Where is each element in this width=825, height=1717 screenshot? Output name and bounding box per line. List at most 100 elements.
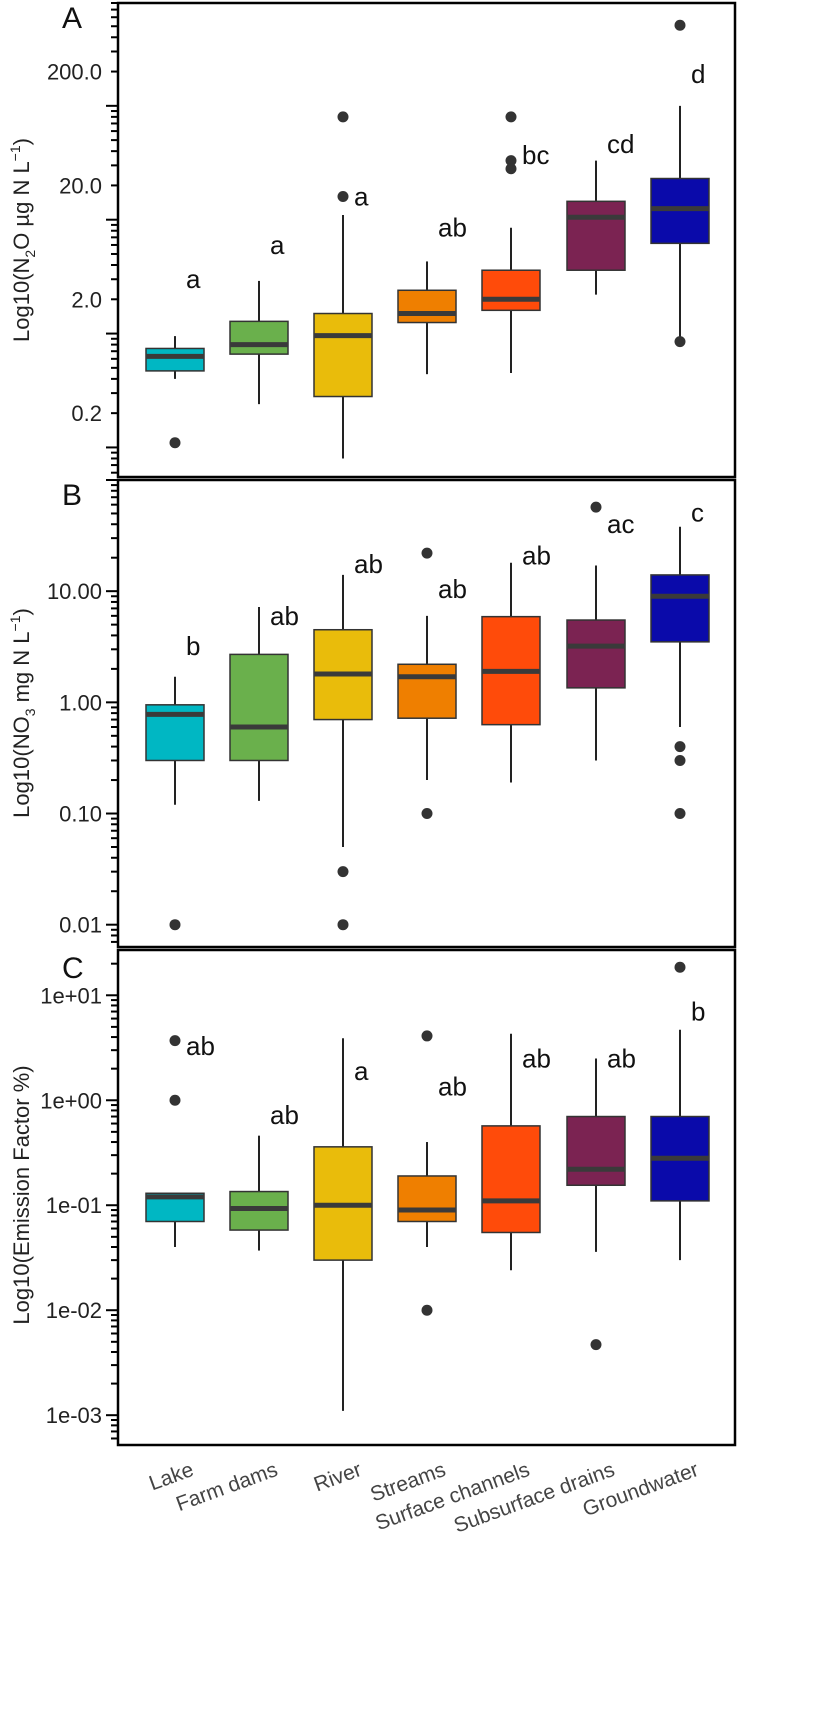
panel-a-ylabel-end: ) bbox=[9, 138, 34, 145]
panel-a-ylabel-mid: O µg N L bbox=[9, 161, 34, 249]
panel-c-tick-label: 1e-03 bbox=[46, 1403, 102, 1428]
panel-c-outlier bbox=[421, 1030, 433, 1042]
panel-b-ylabel-sup: −1 bbox=[7, 615, 23, 631]
panel-a-frame bbox=[116, 1, 737, 479]
panel-a-tick-label: 2.0 bbox=[71, 287, 102, 312]
panel-b-tick-label: 10.00 bbox=[47, 579, 102, 604]
panel-b-significance-letter: ab bbox=[438, 574, 467, 604]
panel-c-significance-letter: a bbox=[354, 1056, 369, 1086]
panel-a-box bbox=[397, 289, 457, 324]
panel-c-y-axis: 1e-03 1e-02 1e-01 1e+00 1e+01 bbox=[40, 962, 118, 1440]
panel-c-plot: ab ab a ab ab ab b bbox=[145, 961, 710, 1411]
panel-b-plot: b ab ab ab ab ac c bbox=[145, 498, 710, 931]
panel-c-frame bbox=[116, 948, 737, 1447]
x-category-label: River bbox=[311, 1458, 365, 1496]
panel-b-box bbox=[397, 663, 457, 719]
panel-b-title: B bbox=[62, 479, 82, 512]
panel-b-ylabel-mid: mg N L bbox=[9, 631, 34, 708]
panel-c-outlier bbox=[590, 1339, 602, 1351]
panel-b-outlier bbox=[169, 919, 181, 931]
panel-b-box bbox=[229, 653, 289, 762]
panel-b: B Log10(NO3 mg N L−1) 0.010.101.0010.00 … bbox=[7, 478, 737, 949]
panel-c-box bbox=[481, 1125, 541, 1234]
panel-b-tick-label: 0.10 bbox=[59, 802, 102, 827]
panel-c-box bbox=[397, 1175, 457, 1223]
panel-b-outlier bbox=[674, 741, 686, 753]
panel-c-tick-label: 1e-02 bbox=[46, 1298, 102, 1323]
panel-a-significance-letter: d bbox=[691, 59, 705, 89]
panel-b-outlier bbox=[674, 808, 686, 820]
panel-a-tick-label: 0.2 bbox=[71, 401, 102, 426]
panel-b-significance-letter: ab bbox=[354, 549, 383, 579]
panel-a-outlier bbox=[505, 163, 517, 175]
panel-b-ylabel-end: ) bbox=[9, 608, 34, 615]
panel-a-y-axis: 0.2 2.0 20.0 200.0 bbox=[47, 2, 118, 474]
panel-a-outlier bbox=[337, 111, 349, 123]
panel-a-ylabel-sub: 2 bbox=[22, 250, 38, 258]
panel-b-ylabel-main: Log10(NO bbox=[9, 716, 34, 818]
panel-a-box bbox=[481, 269, 541, 312]
panel-b-significance-letter: ab bbox=[522, 540, 551, 570]
panel-c-ylabel: Log10(Emission Factor %) bbox=[9, 1065, 34, 1324]
panel-a-title: A bbox=[62, 2, 82, 35]
panel-a-plot: a a a ab bc cd d bbox=[145, 19, 710, 459]
panel-c-outlier bbox=[169, 1035, 181, 1047]
panel-a-ylabel-sup: −1 bbox=[7, 145, 23, 161]
panel-a-box bbox=[229, 320, 289, 355]
panel-b-box bbox=[566, 619, 626, 689]
panel-c-significance-letter: ab bbox=[607, 1043, 636, 1073]
panel-c-significance-letter: ab bbox=[186, 1031, 215, 1061]
panel-b-significance-letter: c bbox=[691, 498, 704, 528]
panel-a-box bbox=[313, 312, 373, 398]
panel-a-tick-label: 20.0 bbox=[59, 173, 102, 198]
panel-c-tick-label: 1e+00 bbox=[40, 1088, 102, 1113]
panel-a-outlier bbox=[169, 437, 181, 449]
panel-c-significance-letter: ab bbox=[522, 1043, 551, 1073]
panel-a-ylabel-main: Log10(N bbox=[9, 258, 34, 342]
panel-a-outlier bbox=[505, 111, 517, 123]
panel-a-box bbox=[145, 347, 205, 372]
panel-b-outlier bbox=[590, 501, 602, 513]
panel-a-significance-letter: ab bbox=[438, 213, 467, 243]
panel-a-ylabel: Log10(N2O µg N L−1) bbox=[7, 138, 38, 342]
panel-b-outlier bbox=[337, 919, 349, 931]
panel-c-significance-letter: ab bbox=[270, 1100, 299, 1130]
panel-c-tick-label: 1e-01 bbox=[46, 1193, 102, 1218]
panel-c-box bbox=[566, 1115, 626, 1187]
panel-a-box bbox=[566, 200, 626, 271]
panel-b-ylabel: Log10(NO3 mg N L−1) bbox=[7, 608, 38, 818]
panel-b-significance-letter: ac bbox=[607, 509, 634, 539]
panel-b-outlier bbox=[337, 866, 349, 878]
panel-b-outlier bbox=[421, 547, 433, 559]
panel-a-significance-letter: cd bbox=[607, 129, 634, 159]
panel-a-significance-letter: bc bbox=[522, 140, 549, 170]
panel-b-box bbox=[650, 574, 710, 643]
panel-a-significance-letter: a bbox=[354, 181, 369, 211]
panel-c-tick-label: 1e+01 bbox=[40, 983, 102, 1008]
panel-c-title: C bbox=[62, 952, 84, 985]
panel-b-significance-letter: ab bbox=[270, 601, 299, 631]
panel-a-significance-letter: a bbox=[270, 230, 285, 260]
panel-a-outlier bbox=[505, 155, 517, 167]
panel-c-outlier bbox=[674, 961, 686, 973]
panel-a-outlier bbox=[674, 19, 686, 31]
panel-c-significance-letter: b bbox=[691, 997, 705, 1027]
panel-b-ylabel-sub: 3 bbox=[22, 708, 38, 716]
panel-b-y-axis: 0.01 0.10 1.00 10.00 bbox=[47, 479, 118, 943]
panel-c-outlier bbox=[169, 1094, 181, 1106]
panel-b-significance-letter: b bbox=[186, 631, 200, 661]
panel-b-outlier bbox=[674, 754, 686, 766]
panel-a-tick-label: 200.0 bbox=[47, 60, 102, 85]
panel-a-significance-letter: a bbox=[186, 264, 201, 294]
panel-a-outlier bbox=[337, 190, 349, 202]
panel-c-significance-letter: ab bbox=[438, 1072, 467, 1102]
panel-b-outlier bbox=[421, 808, 433, 820]
panel-b-tick-label: 0.01 bbox=[59, 913, 102, 938]
panel-c: C Log10(Emission Factor %) 1e-031e-021e-… bbox=[9, 948, 737, 1447]
panel-a-outlier bbox=[674, 336, 686, 348]
panel-c-outlier bbox=[421, 1304, 433, 1316]
panel-b-tick-label: 1.00 bbox=[59, 690, 102, 715]
